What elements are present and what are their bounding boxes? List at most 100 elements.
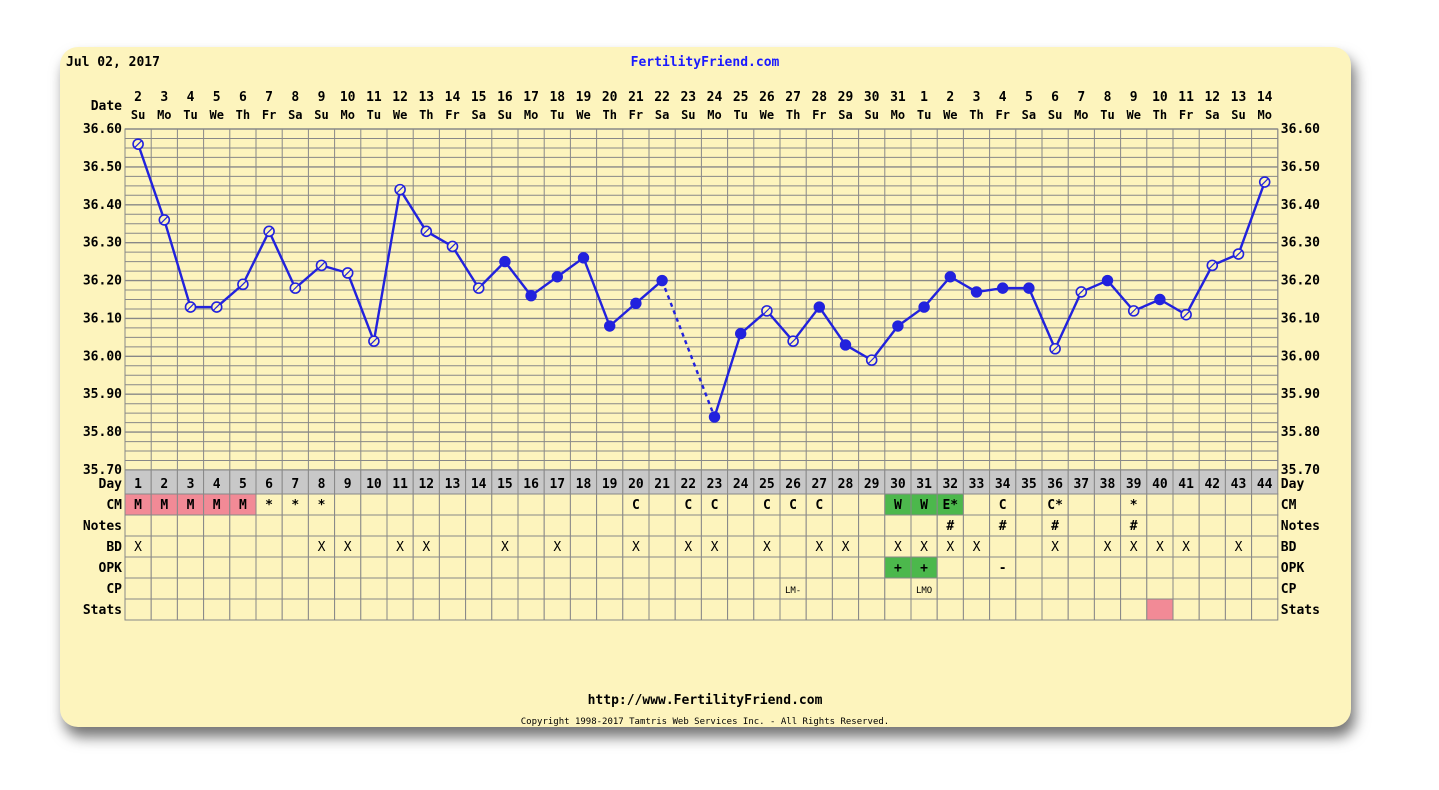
stats-cell (910, 598, 938, 621)
stats-cell (543, 598, 571, 621)
y-tick-label-right: 35.80 (1281, 425, 1320, 440)
opk-cell (255, 556, 283, 579)
weekday-label: Su (1231, 108, 1245, 122)
temp-point (970, 286, 983, 298)
cm-value: * (1130, 498, 1138, 513)
weekday-label: Sa (1022, 108, 1036, 122)
date-label: 11 (1178, 90, 1194, 105)
y-tick-label-right: 36.10 (1281, 311, 1320, 326)
date-label: 12 (392, 90, 408, 105)
notes-cell (962, 514, 991, 537)
weekday-label: We (943, 108, 957, 122)
day-value: 4 (213, 477, 221, 492)
temp-segment (503, 260, 533, 297)
bd-row-label: BD (106, 540, 122, 555)
cp-cell (281, 577, 309, 600)
stats-cell (150, 598, 178, 621)
temp-segment (923, 275, 952, 308)
stats-cell (936, 598, 964, 621)
date-label: 2 (946, 90, 954, 105)
cp-cell (989, 577, 1017, 600)
opk-cell (962, 556, 991, 579)
day-value: 14 (471, 477, 487, 492)
cp-cell (962, 577, 991, 600)
bd-value: X (1051, 540, 1059, 555)
cm-value: * (265, 498, 273, 513)
notes-cell (674, 514, 702, 537)
opk-cell (543, 556, 571, 579)
cm-cell (1224, 493, 1253, 516)
temp-segment (870, 325, 899, 361)
date-label: 14 (445, 90, 461, 105)
temp-point (708, 411, 721, 423)
day-value: 8 (318, 477, 326, 492)
date-label: 28 (811, 90, 827, 105)
date-label: 17 (523, 90, 539, 105)
stats-cell (517, 598, 545, 621)
bd-value: X (632, 540, 640, 555)
date-label: 23 (680, 90, 696, 105)
cm-cell (1093, 493, 1122, 516)
opk-cell (727, 556, 755, 579)
temp-segment (399, 188, 428, 232)
weekday-label: Tu (550, 108, 564, 122)
y-tick-label-right: 36.20 (1281, 274, 1320, 289)
bd-cell (727, 535, 755, 558)
bd-cell (203, 535, 231, 558)
notes-value: # (1051, 519, 1059, 534)
stats-cell (1251, 598, 1279, 621)
bd-cell (858, 535, 886, 558)
y-tick-label-left: 36.40 (83, 198, 122, 213)
notes-row-label-right: Notes (1281, 519, 1320, 534)
notes-cell (386, 514, 414, 537)
weekday-label: We (576, 108, 590, 122)
y-tick-label-left: 36.30 (83, 236, 122, 251)
cm-value: M (187, 498, 195, 513)
bd-value: X (1156, 540, 1164, 555)
temp-point-slash (1129, 306, 1138, 315)
temp-segment (372, 189, 402, 342)
cm-cell (1015, 493, 1043, 516)
temp-segment (451, 245, 480, 289)
day-value: 32 (942, 477, 958, 492)
temp-point-slash (789, 337, 798, 346)
opk-cell (150, 556, 178, 579)
cp-cell (1015, 577, 1043, 600)
cp-cell (176, 577, 205, 600)
cp-cell (936, 577, 964, 600)
footer-url-link[interactable]: http://www.FertilityFriend.com (588, 693, 823, 708)
fertility-chart: Jul 02, 2017 FertilityFriend.com Date 2 Su… (66, 55, 1320, 727)
opk-cell (1015, 556, 1043, 579)
bd-cell (360, 535, 388, 558)
date-label: 25 (733, 90, 749, 105)
temp-segment (1106, 279, 1135, 312)
site-title-link[interactable]: FertilityFriend.com (631, 55, 780, 70)
day-value: 41 (1178, 477, 1194, 492)
cp-cell (884, 577, 912, 600)
notes-cell (569, 514, 598, 537)
stats-cell (779, 598, 807, 621)
weekday-label: Su (1048, 108, 1062, 122)
cm-cell (1198, 493, 1226, 516)
bd-value: X (763, 540, 771, 555)
stats-cell (360, 598, 388, 621)
stats-cell (989, 598, 1017, 621)
opk-cell (779, 556, 807, 579)
cm-value: C (763, 498, 771, 513)
temp-point-slash (422, 227, 431, 236)
stats-cell (386, 598, 414, 621)
cp-cell (543, 577, 571, 600)
notes-cell (465, 514, 493, 537)
temp-point-slash (265, 227, 274, 236)
stats-cell (281, 598, 309, 621)
temp-point (604, 320, 616, 332)
opk-value: + (920, 561, 928, 576)
notes-cell (1093, 514, 1122, 537)
notes-cell (779, 514, 807, 537)
opk-row-label: OPK (99, 561, 123, 576)
cp-cell (1198, 577, 1226, 600)
temp-point (839, 339, 852, 351)
day-value: 10 (366, 477, 382, 492)
temp-point-slash (134, 140, 143, 149)
weekday-label: Th (1153, 108, 1167, 122)
